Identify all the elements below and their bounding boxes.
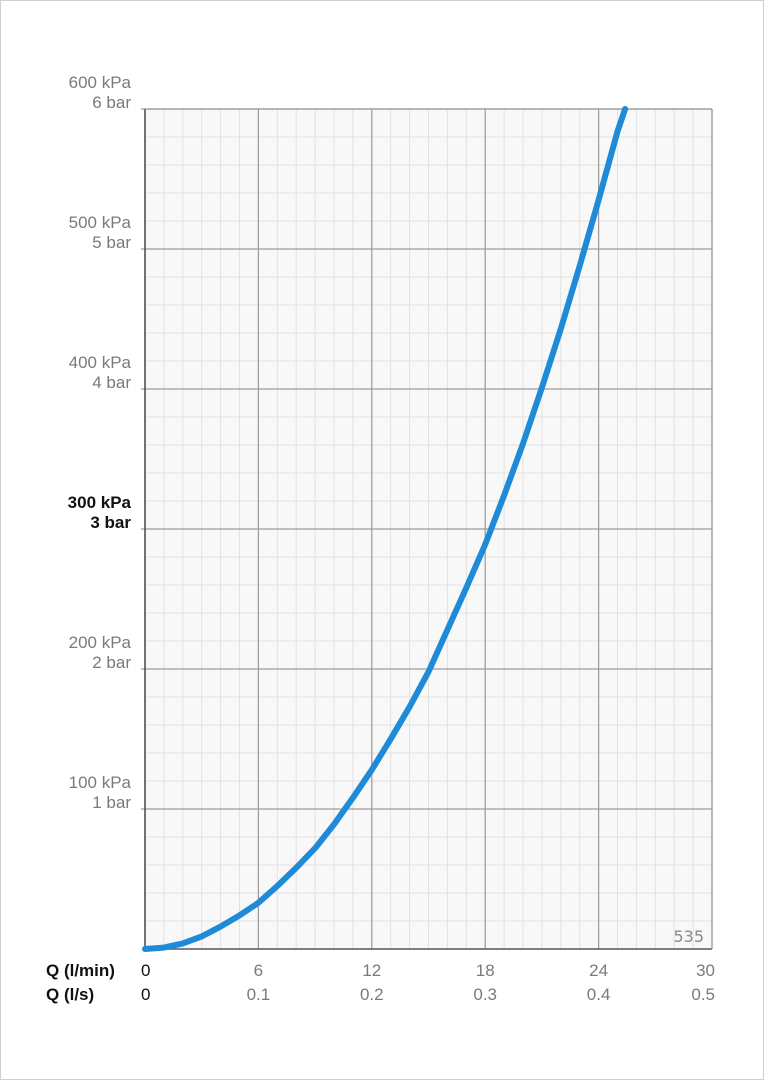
y-tick-label-bar: 2 bar (92, 653, 131, 672)
y-tick-label-bar: 4 bar (92, 373, 131, 392)
x-tick-label-ls: 0.5 (691, 985, 715, 1004)
series-group (142, 106, 629, 952)
y-tick-label-bar: 1 bar (92, 793, 131, 812)
y-tick-label-kpa: 600 kPa (69, 73, 132, 92)
y-tick-label-bar: 5 bar (92, 233, 131, 252)
y-tick-label-bar: 3 bar (90, 513, 131, 532)
y-tick-label-kpa: 300 kPa (68, 493, 132, 512)
y-tick-label-bar: 6 bar (92, 93, 131, 112)
y-tick-label-kpa: 400 kPa (69, 353, 132, 372)
x-tick-label-lmin: 18 (476, 961, 495, 980)
x-tick-label-lmin: 6 (254, 961, 263, 980)
x-tick-label-lmin: 24 (589, 961, 608, 980)
x-tick-label-ls: 0.2 (360, 985, 384, 1004)
chart-code-label: 535 (673, 927, 704, 946)
x-tick-label-ls: 0 (141, 985, 150, 1004)
x-axis-title-lmin: Q (l/min) (46, 961, 115, 980)
series-line (142, 106, 629, 952)
x-tick-label-lmin: 30 (696, 961, 715, 980)
y-tick-label-kpa: 200 kPa (69, 633, 132, 652)
x-tick-label-lmin: 0 (141, 961, 150, 980)
x-tick-label-lmin: 12 (362, 961, 381, 980)
x-axis-labels: 0 0 6 0.1 12 0.2 18 0.3 24 0.4 30 0.5 (141, 961, 715, 1004)
x-tick-label-ls: 0.3 (473, 985, 497, 1004)
y-tick-label-kpa: 100 kPa (69, 773, 132, 792)
x-tick-label-ls: 0.1 (247, 985, 271, 1004)
x-axis-title-ls: Q (l/s) (46, 985, 94, 1004)
y-tick-label-kpa: 500 kPa (69, 213, 132, 232)
x-tick-label-ls: 0.4 (587, 985, 611, 1004)
